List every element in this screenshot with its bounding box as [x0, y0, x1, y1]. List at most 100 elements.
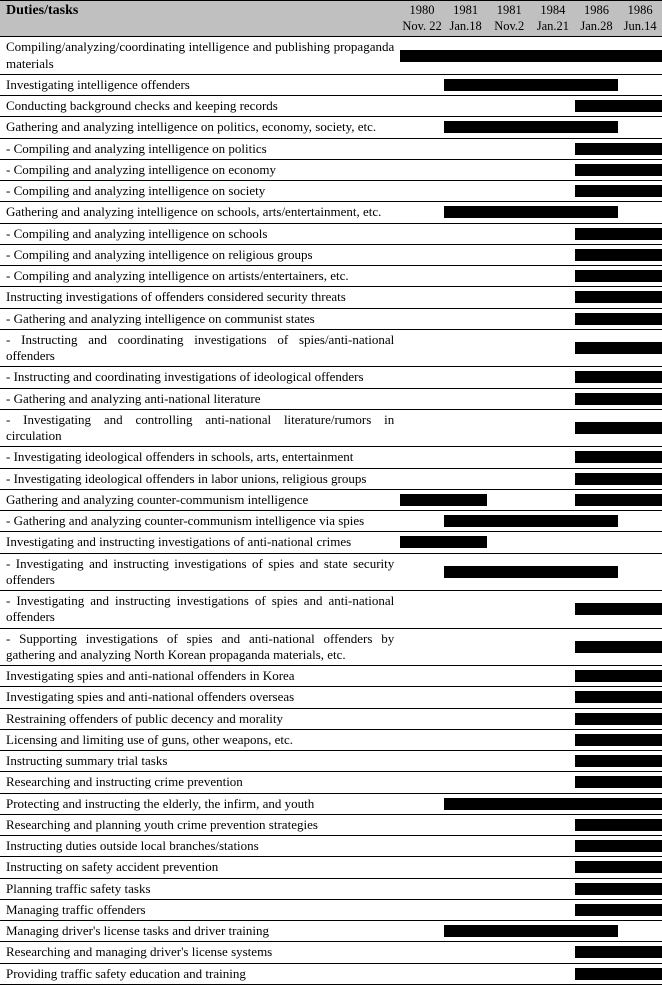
- table-row: - Investigating and instructing investig…: [0, 591, 662, 629]
- duties-table: Duties/tasks1980Nov. 221981Jan.181981Nov…: [0, 0, 662, 985]
- empty-cell: [531, 138, 575, 159]
- empty-cell: [531, 857, 575, 878]
- empty-cell: [444, 388, 488, 409]
- table-row: Planning traffic safety tasks: [0, 878, 662, 899]
- empty-cell: [618, 74, 662, 95]
- bar-cell: [575, 468, 662, 489]
- table-row: Investigating and instructing investigat…: [0, 532, 662, 553]
- empty-cell: [487, 532, 531, 553]
- table-body: Compiling/analyzing/coordinating intelli…: [0, 37, 662, 985]
- bar: [575, 670, 662, 682]
- bar: [444, 566, 618, 578]
- duty-label: Investigating spies and anti-national of…: [0, 666, 400, 687]
- empty-cell: [400, 74, 444, 95]
- empty-cell: [400, 729, 444, 750]
- table-row: - Supporting investigations of spies and…: [0, 628, 662, 666]
- empty-cell: [531, 729, 575, 750]
- empty-cell: [487, 287, 531, 308]
- bar: [575, 603, 662, 615]
- empty-cell: [400, 628, 444, 666]
- bar-cell: [400, 532, 487, 553]
- duty-label: - Compiling and analyzing intelligence o…: [0, 266, 400, 287]
- bar: [575, 968, 662, 980]
- table-row: Investigating intelligence offenders: [0, 74, 662, 95]
- empty-cell: [487, 266, 531, 287]
- empty-cell: [444, 729, 488, 750]
- bar-cell: [400, 37, 662, 75]
- empty-cell: [487, 489, 531, 510]
- empty-cell: [400, 266, 444, 287]
- bar: [444, 79, 618, 91]
- bar-cell: [575, 367, 662, 388]
- bar: [400, 50, 662, 62]
- empty-cell: [444, 772, 488, 793]
- bar-cell: [444, 921, 618, 942]
- empty-cell: [487, 687, 531, 708]
- duty-label: Planning traffic safety tasks: [0, 878, 400, 899]
- bar-cell: [575, 489, 662, 510]
- duty-label: Researching and managing driver's licens…: [0, 942, 400, 963]
- empty-cell: [531, 628, 575, 666]
- empty-cell: [531, 942, 575, 963]
- date-header-date: Nov.2: [489, 19, 529, 35]
- duty-label: Instructing investigations of offenders …: [0, 287, 400, 308]
- empty-cell: [531, 447, 575, 468]
- empty-cell: [487, 628, 531, 666]
- empty-cell: [444, 244, 488, 265]
- duty-label: - Investigating and instructing investig…: [0, 553, 400, 591]
- empty-cell: [531, 687, 575, 708]
- empty-cell: [531, 591, 575, 629]
- empty-cell: [531, 468, 575, 489]
- empty-cell: [487, 181, 531, 202]
- empty-cell: [487, 96, 531, 117]
- date-header-year: 1981: [489, 3, 529, 19]
- bar: [575, 228, 662, 240]
- table-row: Protecting and instructing the elderly, …: [0, 793, 662, 814]
- empty-cell: [400, 511, 444, 532]
- empty-cell: [531, 367, 575, 388]
- table-row: Gathering and analyzing intelligence on …: [0, 117, 662, 138]
- empty-cell: [487, 814, 531, 835]
- table-row: - Compiling and analyzing intelligence o…: [0, 138, 662, 159]
- empty-cell: [444, 942, 488, 963]
- bar: [400, 494, 487, 506]
- empty-cell: [444, 628, 488, 666]
- empty-cell: [531, 772, 575, 793]
- empty-cell: [400, 181, 444, 202]
- empty-cell: [400, 878, 444, 899]
- empty-cell: [444, 666, 488, 687]
- empty-cell: [400, 857, 444, 878]
- table-row: - Investigating and controlling anti-nat…: [0, 409, 662, 447]
- empty-cell: [400, 96, 444, 117]
- bar: [575, 164, 662, 176]
- empty-cell: [487, 836, 531, 857]
- bar: [575, 100, 662, 112]
- empty-cell: [444, 687, 488, 708]
- table-row: Instructing duties outside local branche…: [0, 836, 662, 857]
- empty-cell: [400, 814, 444, 835]
- empty-cell: [400, 138, 444, 159]
- empty-cell: [400, 117, 444, 138]
- duty-label: - Instructing and coordinating investiga…: [0, 367, 400, 388]
- bar: [575, 422, 662, 434]
- bar-cell: [575, 181, 662, 202]
- date-header: 1986Jun.14: [618, 1, 662, 37]
- empty-cell: [618, 532, 662, 553]
- duty-label: Restraining offenders of public decency …: [0, 708, 400, 729]
- duty-label: Investigating and instructing investigat…: [0, 532, 400, 553]
- table-row: - Investigating ideological offenders in…: [0, 447, 662, 468]
- date-header: 1986Jan.28: [575, 1, 619, 37]
- duty-label: - Investigating ideological offenders in…: [0, 468, 400, 489]
- table-row: - Investigating and instructing investig…: [0, 553, 662, 591]
- duty-label: - Investigating ideological offenders in…: [0, 447, 400, 468]
- bar: [444, 515, 618, 527]
- date-header: 1984Jan.21: [531, 1, 575, 37]
- empty-cell: [531, 329, 575, 367]
- bar: [575, 270, 662, 282]
- empty-cell: [618, 921, 662, 942]
- bar-cell: [400, 489, 487, 510]
- date-header-date: Nov. 22: [402, 19, 442, 35]
- empty-cell: [487, 308, 531, 329]
- duty-label: - Compiling and analyzing intelligence o…: [0, 159, 400, 180]
- table-row: Researching and planning youth crime pre…: [0, 814, 662, 835]
